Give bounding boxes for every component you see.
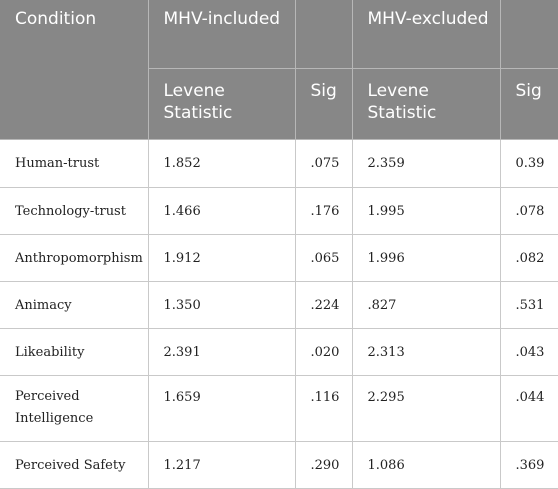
cell-levene-included: 2.391 — [148, 328, 296, 376]
table-row: Perceived Intelligence 1.659 .116 2.295 … — [0, 375, 558, 442]
cell-levene-excluded: 2.359 — [352, 139, 501, 188]
cell-sig-excluded: .044 — [500, 375, 558, 442]
cell-sig-excluded: .043 — [500, 328, 558, 376]
cell-condition: Animacy — [0, 281, 149, 329]
cell-condition: Perceived Intelligence — [0, 375, 149, 442]
header-row-stats: Levene Statistic Sig Levene Statistic Si… — [0, 68, 558, 140]
cell-levene-excluded: 1.996 — [352, 234, 501, 282]
table-row: Likeability 2.391 .020 2.313 .043 — [0, 328, 558, 376]
cell-condition: Technology-trust — [0, 187, 149, 235]
cell-levene-excluded: 1.995 — [352, 187, 501, 235]
header-group-blank-1 — [295, 0, 353, 69]
header-levene-excluded: Levene Statistic — [352, 68, 501, 140]
header-group-mhv-excluded: MHV-excluded — [352, 0, 501, 69]
table-row: Animacy 1.350 .224 .827 .531 — [0, 281, 558, 329]
table-row: Perceived Safety 1.217 .290 1.086 .369 — [0, 441, 558, 489]
cell-levene-excluded: 2.313 — [352, 328, 501, 376]
cell-condition: Anthropomorphism — [0, 234, 149, 282]
cell-condition: Likeability — [0, 328, 149, 376]
cell-sig-excluded: 0.39 — [500, 139, 558, 188]
cell-condition: Perceived Safety — [0, 441, 149, 489]
cell-levene-excluded: .827 — [352, 281, 501, 329]
header-row-groups: Condition MHV-included MHV-excluded — [0, 0, 558, 140]
cell-levene-included: 1.659 — [148, 375, 296, 442]
cell-sig-included: .224 — [295, 281, 353, 329]
cell-sig-included: .065 — [295, 234, 353, 282]
cell-sig-included: .116 — [295, 375, 353, 442]
cell-sig-excluded: .078 — [500, 187, 558, 235]
header-sig-excluded: Sig — [500, 68, 558, 140]
header-condition: Condition — [0, 0, 149, 140]
cell-sig-included: .176 — [295, 187, 353, 235]
header-group-mhv-included: MHV-included — [148, 0, 296, 69]
cell-sig-excluded: .369 — [500, 441, 558, 489]
table-row: Technology-trust 1.466 .176 1.995 .078 — [0, 187, 558, 235]
cell-levene-included: 1.912 — [148, 234, 296, 282]
header-levene-included: Levene Statistic — [148, 68, 296, 140]
cell-sig-included: .290 — [295, 441, 353, 489]
cell-sig-excluded: .082 — [500, 234, 558, 282]
header-sig-included: Sig — [295, 68, 353, 140]
cell-levene-included: 1.217 — [148, 441, 296, 489]
cell-levene-included: 1.466 — [148, 187, 296, 235]
cell-sig-included: .075 — [295, 139, 353, 188]
cell-levene-included: 1.350 — [148, 281, 296, 329]
cell-condition: Human-trust — [0, 139, 149, 188]
table-row: Anthropomorphism 1.912 .065 1.996 .082 — [0, 234, 558, 282]
table-row: Human-trust 1.852 .075 2.359 0.39 — [0, 139, 558, 188]
cell-sig-excluded: .531 — [500, 281, 558, 329]
cell-levene-excluded: 1.086 — [352, 441, 501, 489]
cell-levene-excluded: 2.295 — [352, 375, 501, 442]
cell-sig-included: .020 — [295, 328, 353, 376]
cell-levene-included: 1.852 — [148, 139, 296, 188]
header-group-blank-2 — [500, 0, 558, 69]
